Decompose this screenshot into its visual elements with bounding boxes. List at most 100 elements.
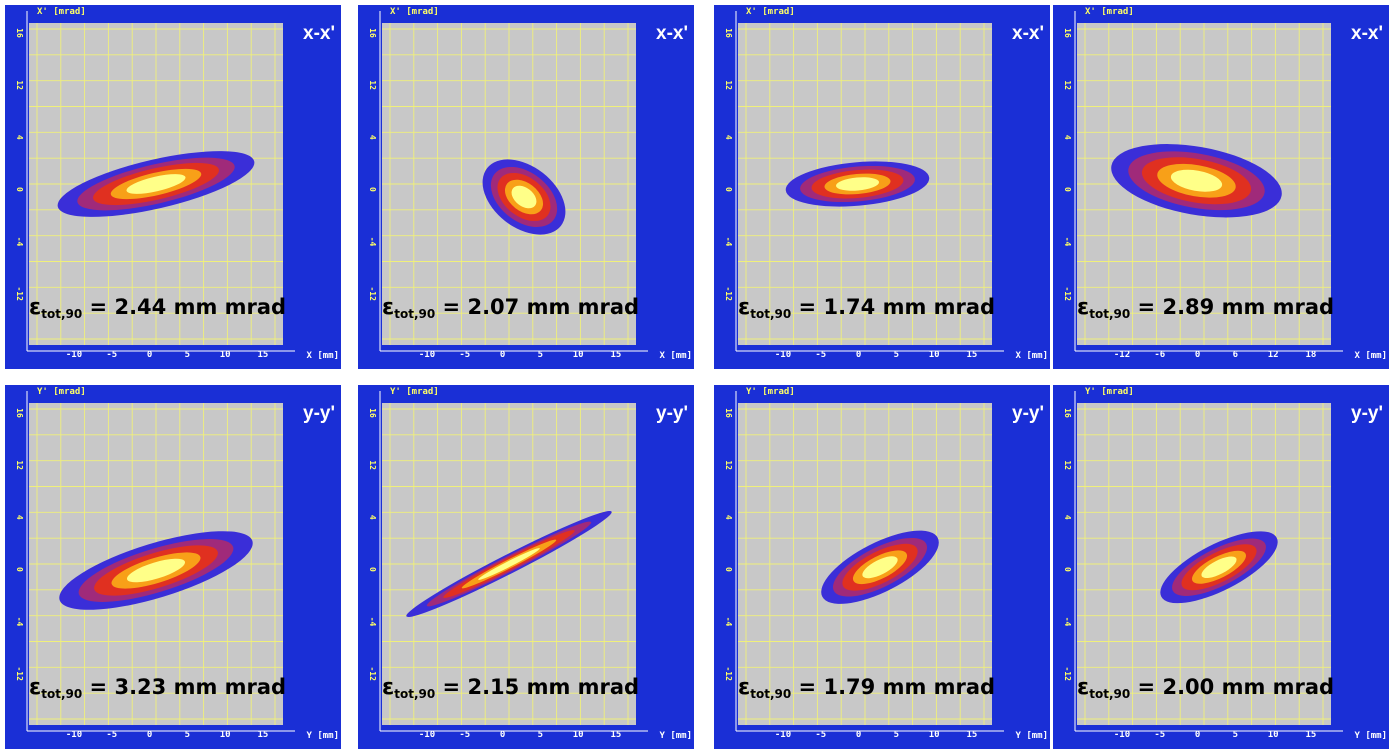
y-tick-label: 16 [15, 408, 24, 418]
x-tick-label: 12 [1268, 350, 1279, 360]
panel-y-4: -10 -5 0 5 10 15 16 12 4 0 -4 -12 Y' [mrad] y-y' εt… [1053, 385, 1389, 749]
y-tick-label: 12 [1063, 460, 1072, 470]
x-tick-label: -5 [459, 350, 470, 360]
emittance-label: εtot,90 = 2.89 mm mrad [1077, 295, 1335, 321]
y-tick-label: 4 [368, 515, 377, 520]
x-tick-label: 15 [257, 350, 268, 360]
x-tick-label: 5 [894, 350, 899, 360]
x-tick-label: 5 [894, 730, 899, 740]
y-tick-label: -12 [1063, 286, 1072, 301]
y-tick-label: -12 [15, 666, 24, 681]
x-axis-label: X [mm] [1015, 351, 1048, 361]
panel-title: x-x' [303, 23, 335, 44]
x-axis-label: Y [mm] [306, 731, 339, 741]
y-axis-label: X' [mrad] [1085, 7, 1134, 17]
x-tick-label: -6 [1154, 350, 1165, 360]
emittance-subscript: tot,90 [750, 307, 792, 321]
contour-peak [1170, 169, 1223, 192]
phase-space-plot: -12 -6 0 6 12 18 16 12 4 0 -4 -12 [1063, 11, 1343, 360]
y-tick-label: -4 [368, 617, 377, 627]
beam-distribution [785, 161, 930, 207]
x-axis-label: Y [mm] [659, 731, 692, 741]
x-tick-label: 10 [573, 350, 584, 360]
y-tick-label: 0 [1063, 567, 1072, 572]
x-tick-label: 5 [185, 350, 190, 360]
x-tick-label: 10 [929, 350, 940, 360]
y-tick-label: 4 [724, 135, 733, 140]
contour-peak [511, 185, 537, 209]
x-tick-label: -5 [106, 350, 117, 360]
x-tick-label: 0 [500, 350, 505, 360]
x-tick-label: 0 [1195, 730, 1200, 740]
x-axis-label: Y [mm] [1354, 731, 1387, 741]
y-tick-label: -4 [724, 617, 733, 627]
x-tick-label: 15 [966, 350, 977, 360]
x-tick-label: 0 [856, 730, 861, 740]
x-tick-label: -5 [459, 730, 470, 740]
y-tick-label: 4 [15, 515, 24, 520]
emittance-subscript: tot,90 [394, 307, 436, 321]
x-axis-label: X [mm] [659, 351, 692, 361]
panel-x-1: -10 -5 0 5 10 15 16 12 4 0 -4 -12 X' [mrad] x-x' εt… [5, 5, 341, 369]
beam-distribution [406, 511, 612, 617]
y-tick-label: 0 [1063, 187, 1072, 192]
y-tick-label: 0 [15, 187, 24, 192]
x-tick-label: 15 [966, 730, 977, 740]
emittance-value: 2.15 mm mrad [467, 675, 640, 699]
y-tick-label: 4 [1063, 515, 1072, 520]
y-tick-label: 0 [724, 187, 733, 192]
y-tick-label: -12 [368, 666, 377, 681]
panel-title: y-y' [1012, 403, 1044, 424]
beam-distribution [59, 531, 253, 610]
emittance-value: 1.74 mm mrad [823, 295, 996, 319]
panel-title: x-x' [656, 23, 688, 44]
beam-distribution [1111, 144, 1282, 218]
y-tick-label: 12 [368, 460, 377, 470]
x-tick-label: 5 [538, 730, 543, 740]
y-tick-label: 0 [724, 567, 733, 572]
y-tick-label: 12 [724, 80, 733, 90]
panel-x-4: -12 -6 0 6 12 18 16 12 4 0 -4 -12 X' [mrad] x-x' εt… [1053, 5, 1389, 369]
panel-x-2: -10 -5 0 5 10 15 16 12 4 0 -4 -12 X' [mrad] x-x' εt… [358, 5, 694, 369]
y-axis-label: Y' [mrad] [390, 387, 439, 397]
y-tick-label: 0 [368, 187, 377, 192]
y-axis-label: Y' [mrad] [746, 387, 795, 397]
x-tick-label: -5 [815, 350, 826, 360]
y-tick-label: 16 [368, 28, 377, 38]
y-axis-label: X' [mrad] [37, 7, 86, 17]
emittance-label: εtot,90 = 2.44 mm mrad [29, 295, 287, 321]
emittance-label: εtot,90 = 1.79 mm mrad [738, 675, 996, 701]
panel-title: x-x' [1351, 23, 1383, 44]
y-tick-label: 4 [368, 135, 377, 140]
y-tick-label: -12 [724, 286, 733, 301]
panel-title: y-y' [656, 403, 688, 424]
y-tick-label: -4 [15, 617, 24, 627]
x-tick-label: 0 [500, 730, 505, 740]
x-tick-label: -5 [106, 730, 117, 740]
panel-title: y-y' [303, 403, 335, 424]
phase-space-plot: -10 -5 0 5 10 15 16 12 4 0 -4 -12 [724, 391, 1004, 740]
beam-distribution [482, 159, 566, 235]
y-tick-label: -12 [724, 666, 733, 681]
x-tick-label: 10 [220, 350, 231, 360]
y-tick-label: 4 [724, 515, 733, 520]
x-tick-label: -10 [419, 730, 435, 740]
emittance-label: εtot,90 = 2.07 mm mrad [382, 295, 640, 321]
y-tick-label: -4 [1063, 237, 1072, 247]
y-tick-label: -12 [1063, 666, 1072, 681]
panel-title: x-x' [1012, 23, 1044, 44]
emittance-subscript: tot,90 [41, 687, 83, 701]
x-tick-label: 0 [147, 350, 152, 360]
y-tick-label: 12 [368, 80, 377, 90]
emittance-value: 2.00 mm mrad [1162, 675, 1335, 699]
x-tick-label: 5 [1233, 730, 1238, 740]
emittance-value: 1.79 mm mrad [823, 675, 996, 699]
x-tick-label: 10 [1268, 730, 1279, 740]
x-tick-label: -10 [1114, 730, 1130, 740]
contour-peak [835, 177, 880, 191]
y-tick-label: 16 [368, 408, 377, 418]
contour-peak [126, 558, 186, 583]
x-tick-label: 15 [1305, 730, 1316, 740]
y-tick-label: -4 [15, 237, 24, 247]
phase-space-plot: -10 -5 0 5 10 15 16 12 4 0 -4 -12 [368, 11, 648, 360]
